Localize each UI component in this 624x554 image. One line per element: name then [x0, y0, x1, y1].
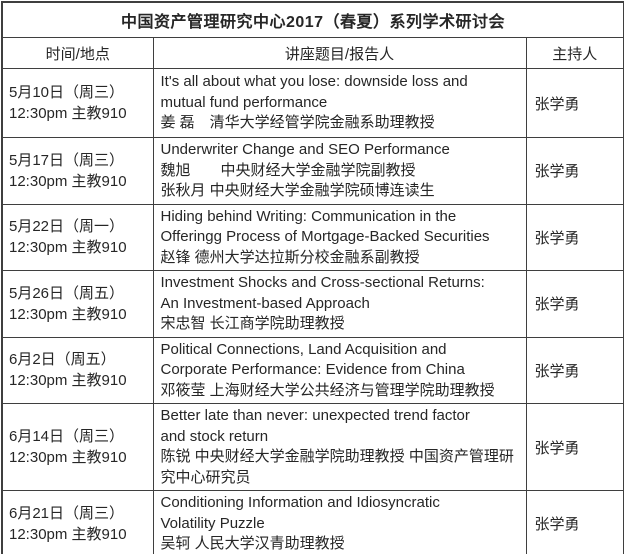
column-header-time-location: 时间/地点 — [1, 37, 154, 69]
session-host: 张学勇 — [525, 336, 624, 404]
session-talk-speaker: It's all about what you lose: downside l… — [152, 68, 527, 138]
table-header-row: 时间/地点 讲座题目/报告人 主持人 — [1, 37, 624, 69]
session-host: 张学勇 — [525, 203, 624, 271]
schedule-row: 5月26日（周五） 12:30pm 主教910 Investment Shock… — [1, 270, 624, 338]
session-time-location: 5月17日（周三） 12:30pm 主教910 — [1, 137, 154, 205]
session-host: 张学勇 — [525, 490, 624, 554]
session-talk-speaker: Hiding behind Writing: Communication in … — [152, 203, 527, 271]
session-talk-speaker: Investment Shocks and Cross-sectional Re… — [152, 270, 527, 338]
schedule-row: 5月17日（周三） 12:30pm 主教910 Underwriter Chan… — [1, 137, 624, 205]
session-talk-speaker: Underwriter Change and SEO Performance 魏… — [152, 137, 527, 205]
schedule-row: 5月22日（周一） 12:30pm 主教910 Hiding behind Wr… — [1, 203, 624, 271]
session-time-location: 5月22日（周一） 12:30pm 主教910 — [1, 203, 154, 271]
page-title: 中国资产管理研究中心2017（春夏）系列学术研讨会 — [0, 1, 624, 38]
table-title-row: 中国资产管理研究中心2017（春夏）系列学术研讨会 — [0, 1, 624, 38]
column-header-host: 主持人 — [525, 37, 624, 69]
schedule-row: 6月2日（周五） 12:30pm 主教910 Political Connect… — [1, 336, 624, 404]
session-talk-speaker: Better late than never: unexpected trend… — [152, 403, 527, 491]
session-host: 张学勇 — [525, 68, 624, 138]
session-time-location: 6月21日（周三） 12:30pm 主教910 — [1, 490, 154, 554]
session-time-location: 5月10日（周三） 12:30pm 主教910 — [1, 68, 154, 138]
schedule-row: 6月21日（周三） 12:30pm 主教910 Conditioning Inf… — [1, 490, 624, 554]
schedule-row: 6月14日（周三） 12:30pm 主教910 Better late than… — [1, 403, 624, 491]
session-host: 张学勇 — [525, 137, 624, 205]
session-talk-speaker: Conditioning Information and Idiosyncrat… — [152, 490, 527, 554]
column-header-talk-speaker: 讲座题目/报告人 — [152, 37, 527, 69]
schedule-row: 5月10日（周三） 12:30pm 主教910 It's all about w… — [1, 68, 624, 138]
session-time-location: 5月26日（周五） 12:30pm 主教910 — [1, 270, 154, 338]
session-host: 张学勇 — [525, 403, 624, 491]
session-talk-speaker: Political Connections, Land Acquisition … — [152, 336, 527, 404]
session-time-location: 6月2日（周五） 12:30pm 主教910 — [1, 336, 154, 404]
session-host: 张学勇 — [525, 270, 624, 338]
session-time-location: 6月14日（周三） 12:30pm 主教910 — [1, 403, 154, 491]
